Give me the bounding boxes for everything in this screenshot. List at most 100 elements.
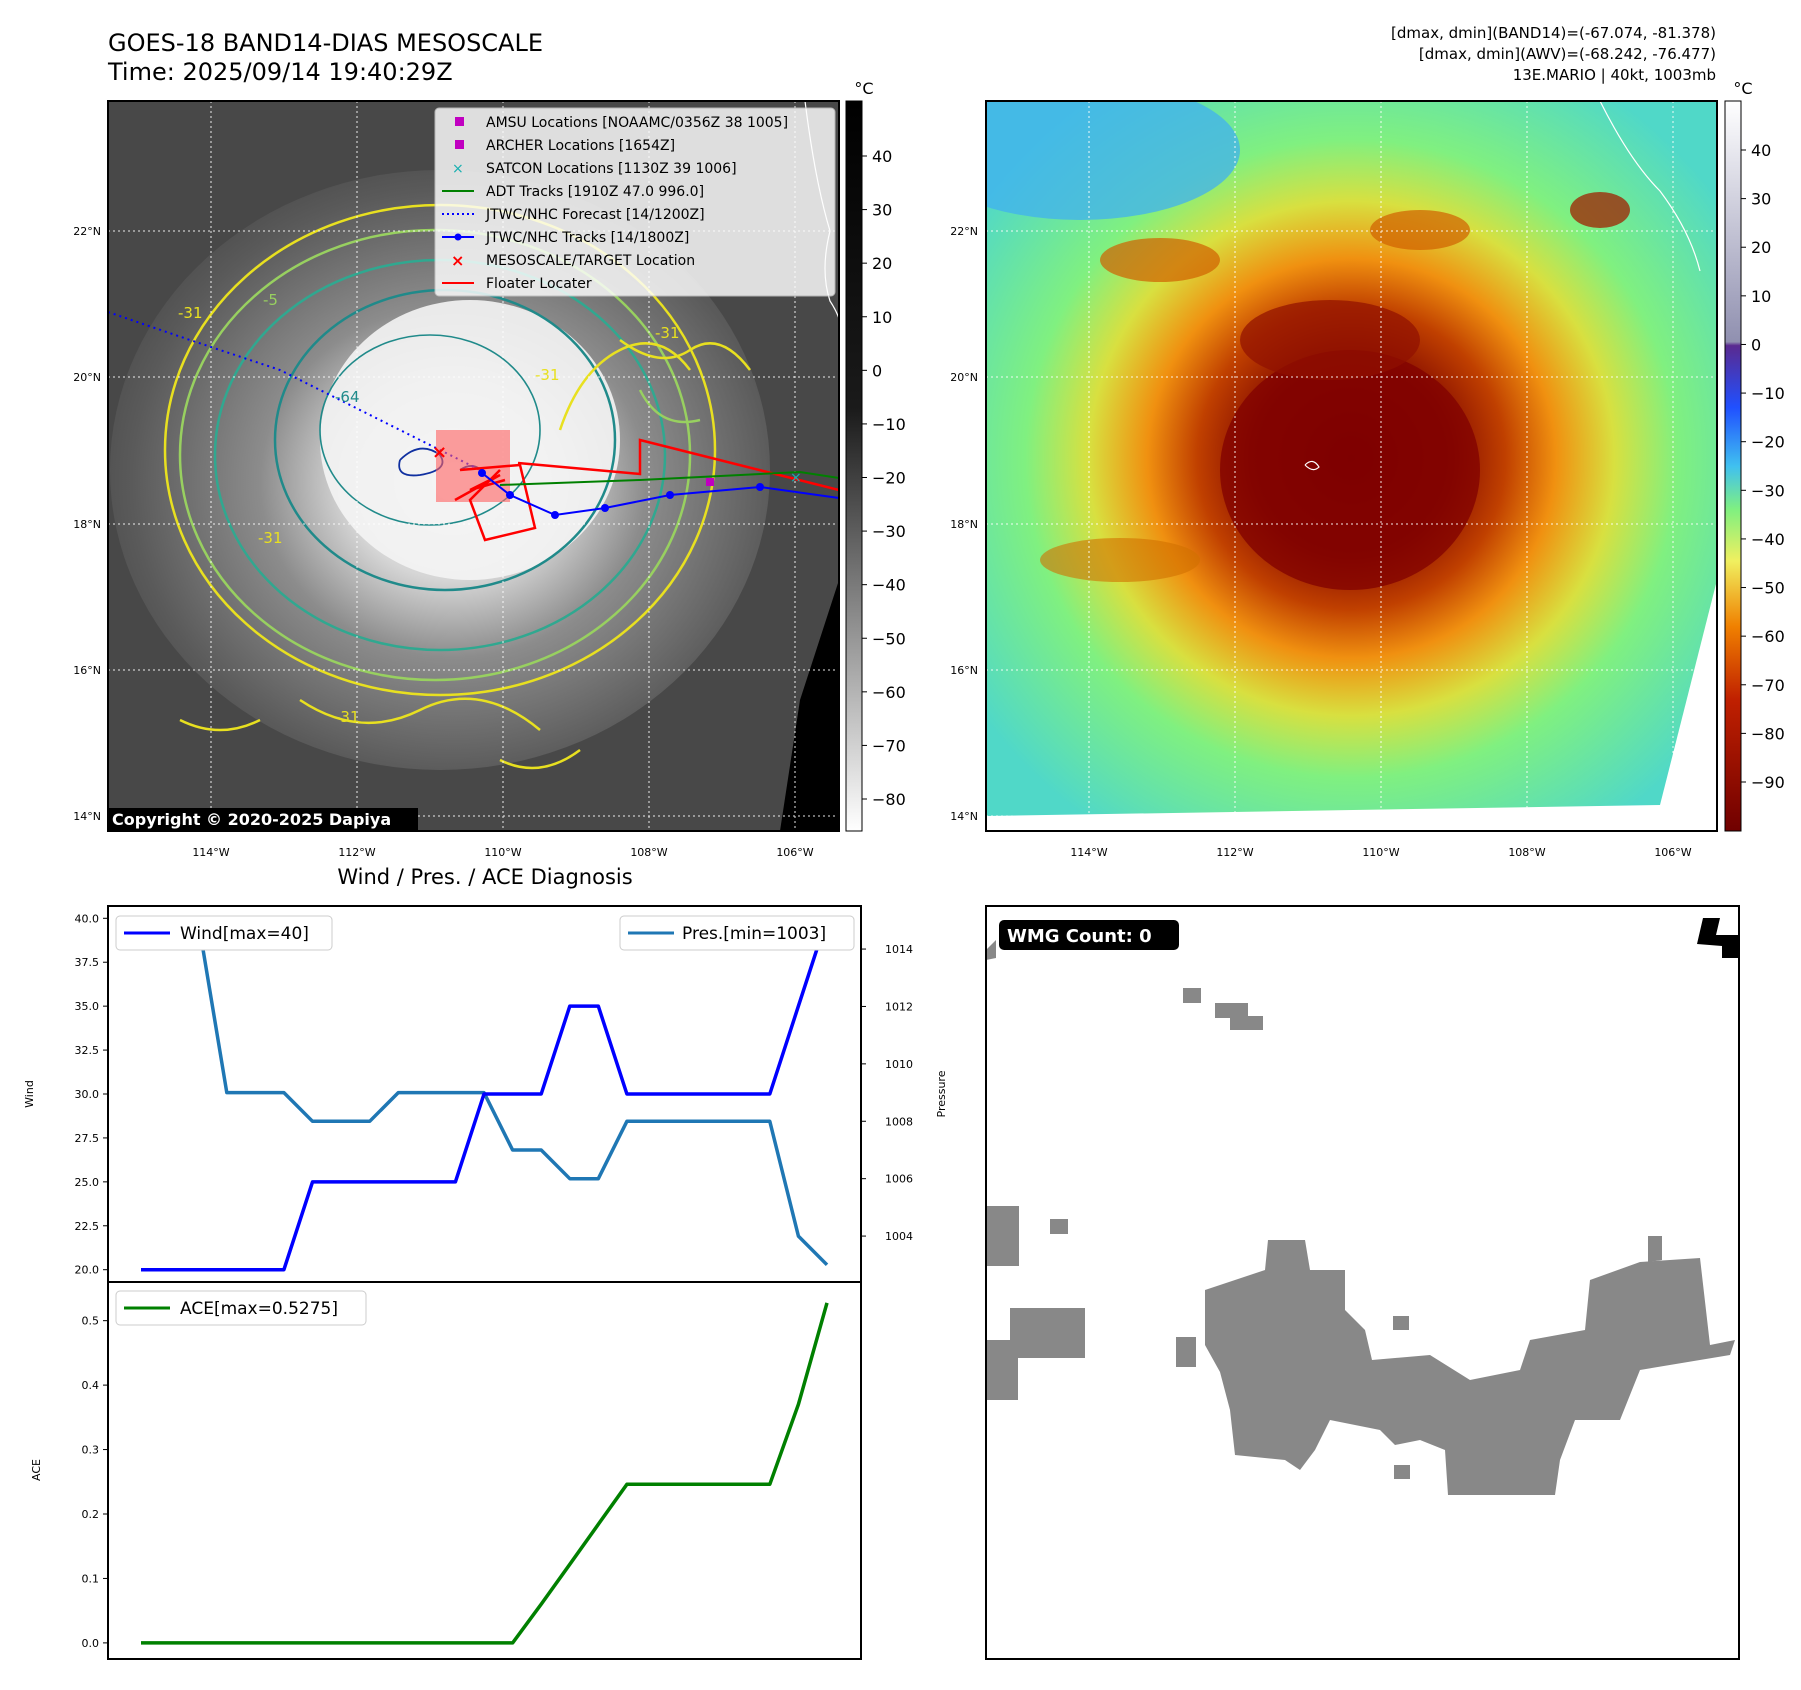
colorbar-unit: °C — [854, 79, 873, 98]
ace-chart: 0.0 0.1 0.2 0.3 0.4 0.5 ACE ACE[max=0.5275] — [30, 1281, 862, 1660]
colorbar-tick: 30 — [1751, 190, 1771, 209]
ace-tick-label: 0.0 — [82, 1637, 100, 1650]
wind-tick-label: 40.0 — [75, 912, 100, 925]
colorbar-tick: −30 — [1751, 481, 1785, 500]
lon-label: 112°W — [338, 846, 375, 859]
lat-label: 14°N — [950, 810, 978, 823]
wmg-panel: WMG Count: 0 — [985, 905, 1740, 1660]
wind-tick-label: 30.0 — [75, 1088, 100, 1101]
diag-title: Wind / Pres. / ACE Diagnosis — [337, 865, 632, 889]
colorbar-tick: −50 — [1751, 579, 1785, 598]
wmg-count-badge — [999, 920, 1179, 950]
colorbar-tick: −90 — [1751, 773, 1785, 792]
colorbar-tick: −20 — [1751, 433, 1785, 452]
legend-tracks: JTWC/NHC Tracks [14/1800Z] — [485, 230, 689, 246]
lat-label: 20°N — [73, 371, 101, 384]
ace-tick-label: 0.4 — [82, 1379, 100, 1392]
lat-label: 18°N — [73, 518, 101, 531]
wind-line — [141, 917, 829, 1272]
info-band14: [dmax, dmin](BAND14)=(-67.074, -81.378) — [1391, 24, 1716, 42]
colorbar-tick: 20 — [1751, 238, 1771, 257]
lat-label: 14°N — [73, 810, 101, 823]
contour-label: -64 — [335, 388, 360, 406]
info-storm: 13E.MARIO | 40kt, 1003mb — [1513, 66, 1716, 84]
contour-label: -31 — [258, 529, 283, 547]
legend-floater: Floater Locater — [486, 276, 592, 292]
pressure-tick-label: 1006 — [885, 1173, 913, 1186]
lon-label: 110°W — [484, 846, 521, 859]
lon-label: 114°W — [192, 846, 229, 859]
lon-label: 112°W — [1216, 846, 1253, 859]
pressure-tick-label: 1012 — [885, 1000, 913, 1013]
pressure-tick-label: 1004 — [885, 1230, 913, 1243]
wind-tick-label: 35.0 — [75, 1000, 100, 1013]
wind-tick-label: 22.5 — [75, 1220, 100, 1233]
colorbar-tick: −80 — [872, 790, 906, 809]
ace-line — [141, 1302, 829, 1645]
ir-map: × × -31 -64 -31 -31 -31 -5 -31 Copyright… — [73, 100, 840, 859]
ace-axis-label: ACE — [30, 1459, 43, 1481]
colorbar-tick: 20 — [872, 254, 892, 273]
svg-text:×: × — [790, 470, 802, 486]
contour-label: -31 — [655, 324, 680, 342]
wind-pressure-chart: 40.0 37.5 35.0 32.5 30.0 27.5 25.0 22.5 20.0 1014… — [23, 905, 948, 1283]
colorbar-tick: −30 — [872, 522, 906, 541]
legend-target: MESOSCALE/TARGET Location — [486, 253, 695, 269]
map-legend: AMSU Locations [NOAAMC/0356Z 38 1005] AR… — [434, 107, 836, 297]
wmg-count-label: WMG Count: 0 — [1007, 926, 1152, 947]
lat-label: 16°N — [950, 664, 978, 677]
colorbar-right: °C 40 30 20 10 0 −10 −20 −30 −40 −50 −60 −70 −80 −90 — [1724, 79, 1785, 832]
lat-label: 22°N — [950, 225, 978, 238]
wind-tick-label: 37.5 — [75, 956, 100, 969]
chart-time: Time: 2025/09/14 19:40:29Z — [107, 58, 453, 86]
wind-legend-label: Wind[max=40] — [180, 924, 309, 944]
wind-tick-label: 32.5 — [75, 1044, 100, 1057]
legend-archer: ARCHER Locations [1654Z] — [486, 138, 675, 154]
lon-label: 114°W — [1070, 846, 1107, 859]
lon-label: 108°W — [630, 846, 667, 859]
contour-label: -31 — [335, 708, 360, 726]
legend-satcon: SATCON Locations [1130Z 39 1006] — [486, 161, 737, 177]
svg-text:×: × — [432, 442, 447, 463]
colorbar-tick: 10 — [872, 308, 892, 327]
legend-adt: ADT Tracks [1910Z 47.0 996.0] — [486, 184, 704, 200]
colorbar-tick: 0 — [1751, 335, 1761, 354]
svg-text:×: × — [452, 161, 464, 177]
colorbar-tick: −80 — [1751, 724, 1785, 743]
contour-label: -31 — [535, 366, 560, 384]
colorbar-tick: −50 — [872, 629, 906, 648]
wind-legend: Wind[max=40] — [115, 915, 333, 951]
legend-amsu: AMSU Locations [NOAAMC/0356Z 38 1005] — [486, 115, 788, 131]
lat-label: 16°N — [73, 664, 101, 677]
wind-tick-label: 25.0 — [75, 1176, 100, 1189]
awv-map: 22°N 20°N 18°N 16°N 14°N 114°W 112°W 110… — [950, 100, 1718, 859]
lat-label: 22°N — [73, 225, 101, 238]
wind-axis-label: Wind — [23, 1080, 36, 1108]
lon-label: 108°W — [1508, 846, 1545, 859]
pressure-legend-label: Pres.[min=1003] — [682, 924, 826, 944]
pressure-tick-label: 1008 — [885, 1115, 913, 1128]
pressure-tick-label: 1014 — [885, 943, 913, 956]
wind-tick-label: 20.0 — [75, 1264, 100, 1277]
colorbar-left: °C 40 30 20 10 0 −10 −20 −30 −40 −50 −60 −70 −80 — [845, 79, 906, 832]
ace-tick-label: 0.1 — [82, 1572, 100, 1585]
ace-legend: ACE[max=0.5275] — [115, 1290, 367, 1326]
colorbar-tick: −40 — [872, 576, 906, 595]
pressure-axis-label: Pressure — [935, 1070, 948, 1117]
contour-label: -5 — [263, 291, 278, 309]
colorbar-tick: 40 — [1751, 141, 1771, 160]
pressure-tick-label: 1010 — [885, 1058, 913, 1071]
lon-label: 106°W — [1654, 846, 1691, 859]
colorbar-tick: 40 — [872, 147, 892, 166]
colorbar-tick: −70 — [872, 736, 906, 755]
lon-label: 106°W — [776, 846, 813, 859]
lon-label: 110°W — [1362, 846, 1399, 859]
colorbar-tick: −10 — [872, 415, 906, 434]
colorbar-tick: −40 — [1751, 530, 1785, 549]
ace-legend-label: ACE[max=0.5275] — [180, 1299, 338, 1319]
svg-text:×: × — [451, 251, 464, 270]
colorbar-tick: −60 — [872, 683, 906, 702]
colorbar-tick: −20 — [872, 469, 906, 488]
colorbar-tick: 0 — [872, 361, 882, 380]
ace-tick-label: 0.3 — [82, 1444, 100, 1457]
